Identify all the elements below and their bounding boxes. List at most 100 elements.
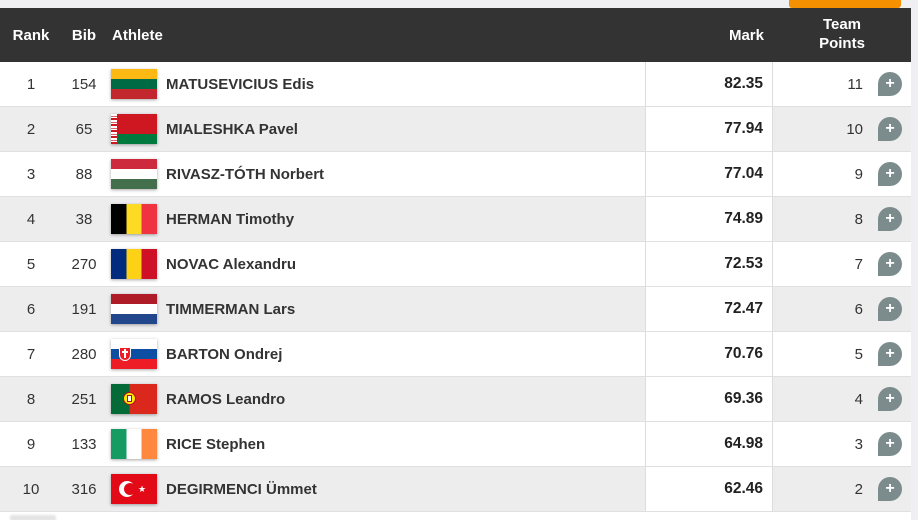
team-points-cell: 11 + [773, 62, 911, 106]
bib-cell: 38 [75, 210, 93, 228]
country-flag [111, 339, 157, 369]
plus-icon: + [885, 480, 895, 497]
mark-cell: 82.35 [645, 62, 773, 106]
header-mark: Mark [728, 26, 764, 44]
plus-icon: + [885, 165, 895, 182]
plus-icon: + [885, 75, 895, 92]
next-flag-peek [10, 515, 56, 520]
athlete-name: DEGIRMENCI Ümmet [166, 480, 317, 498]
athlete-name: RAMOS Leandro [166, 390, 286, 408]
plus-icon: + [885, 120, 895, 137]
plus-icon: + [885, 390, 895, 407]
team-points-value: 11 [847, 75, 863, 93]
mark-cell: 64.98 [645, 422, 773, 466]
country-flag [111, 384, 157, 414]
table-row: 3 88 RIVASZ-TÓTH Norbert 77.04 9 + [0, 152, 911, 197]
bib-cell: 270 [71, 255, 97, 273]
add-points-button[interactable]: + [878, 117, 902, 141]
athlete-name: NOVAC Alexandru [166, 255, 297, 273]
add-points-button[interactable]: + [878, 252, 902, 276]
table-row: 6 191 TIMMERMAN Lars 72.47 6 + [0, 287, 911, 332]
team-points-value: 9 [854, 165, 863, 183]
country-flag [111, 204, 157, 234]
add-points-button[interactable]: + [878, 432, 902, 456]
mark-cell: 72.53 [645, 242, 773, 286]
athlete-cell: TIMMERMAN Lars [106, 287, 645, 331]
team-points-value: 5 [854, 345, 863, 363]
add-points-button[interactable]: + [878, 342, 902, 366]
results-rows: 1 154 MATUSEVICIUS Edis 82.35 11 + 2 65 … [0, 62, 911, 512]
mark-cell: 70.76 [645, 332, 773, 376]
rank-cell: 7 [26, 345, 36, 363]
table-row: 8 251 RAMOS Leandro 69.36 4 + [0, 377, 911, 422]
table-row: 4 38 HERMAN Timothy 74.89 8 + [0, 197, 911, 242]
plus-icon: + [885, 255, 895, 272]
mark-cell: 77.04 [645, 152, 773, 196]
rank-cell: 5 [26, 255, 36, 273]
add-points-button[interactable]: + [878, 207, 902, 231]
rank-cell: 6 [26, 300, 36, 318]
team-points-value: 3 [854, 435, 863, 453]
header-bib: Bib [71, 26, 97, 44]
mark-cell: 77.94 [645, 107, 773, 151]
rank-cell: 9 [26, 435, 36, 453]
team-points-value: 6 [854, 300, 863, 318]
header-team-points: Team Points [773, 16, 911, 54]
add-points-button[interactable]: + [878, 297, 902, 321]
team-points-cell: 6 + [773, 287, 911, 331]
country-flag [111, 114, 157, 144]
rank-cell: 8 [26, 390, 36, 408]
country-flag [111, 294, 157, 324]
plus-icon: + [885, 210, 895, 227]
athlete-cell: MATUSEVICIUS Edis [106, 62, 645, 106]
rank-cell: 3 [26, 165, 36, 183]
team-points-value: 8 [854, 210, 863, 228]
team-points-cell: 9 + [773, 152, 911, 196]
bib-cell: 280 [71, 345, 97, 363]
bib-cell: 65 [75, 120, 93, 138]
athlete-name: MATUSEVICIUS Edis [166, 75, 315, 93]
bib-cell: 316 [71, 480, 97, 498]
table-row: 2 65 MIALESHKA Pavel 77.94 10 + [0, 107, 911, 152]
header-team-points-label: Team Points [819, 16, 865, 52]
table-row: 9 133 RICE Stephen 64.98 3 + [0, 422, 911, 467]
header-athlete: Athlete [112, 26, 163, 44]
athlete-cell: RIVASZ-TÓTH Norbert [106, 152, 645, 196]
add-points-button[interactable]: + [878, 72, 902, 96]
country-flag [111, 249, 157, 279]
bib-cell: 191 [71, 300, 97, 318]
athlete-cell: HERMAN Timothy [106, 197, 645, 241]
bib-cell: 251 [71, 390, 97, 408]
table-header-row: Rank Bib Athlete Mark Team Points [0, 8, 911, 62]
athlete-name: RIVASZ-TÓTH Norbert [166, 165, 325, 183]
team-points-cell: 7 + [773, 242, 911, 286]
results-table: Rank Bib Athlete Mark Team Points 1 154 … [0, 8, 911, 520]
header-rank: Rank [12, 26, 50, 44]
athlete-name: RICE Stephen [166, 435, 266, 453]
add-points-button[interactable]: + [878, 387, 902, 411]
mark-cell: 74.89 [645, 197, 773, 241]
plus-icon: + [885, 435, 895, 452]
mark-cell: 72.47 [645, 287, 773, 331]
mark-cell: 69.36 [645, 377, 773, 421]
team-points-cell: 8 + [773, 197, 911, 241]
table-row: 7 280 BARTON Ondrej 70.76 5 + [0, 332, 911, 377]
country-flag [111, 474, 157, 504]
athlete-cell: RAMOS Leandro [106, 377, 645, 421]
rank-cell: 1 [26, 75, 36, 93]
table-row: 1 154 MATUSEVICIUS Edis 82.35 11 + [0, 62, 911, 107]
top-action-button[interactable] [789, 0, 901, 8]
team-points-value: 4 [854, 390, 863, 408]
team-points-cell: 4 + [773, 377, 911, 421]
athlete-cell: MIALESHKA Pavel [106, 107, 645, 151]
athlete-name: MIALESHKA Pavel [166, 120, 298, 138]
add-points-button[interactable]: + [878, 477, 902, 501]
table-row: 10 316 DEGIRMENCI Ümmet 62.46 2 + [0, 467, 911, 512]
table-row: 5 270 NOVAC Alexandru 72.53 7 + [0, 242, 911, 287]
country-flag [111, 159, 157, 189]
country-flag [111, 69, 157, 99]
rank-cell: 4 [26, 210, 36, 228]
athlete-cell: RICE Stephen [106, 422, 645, 466]
add-points-button[interactable]: + [878, 162, 902, 186]
country-flag [111, 429, 157, 459]
